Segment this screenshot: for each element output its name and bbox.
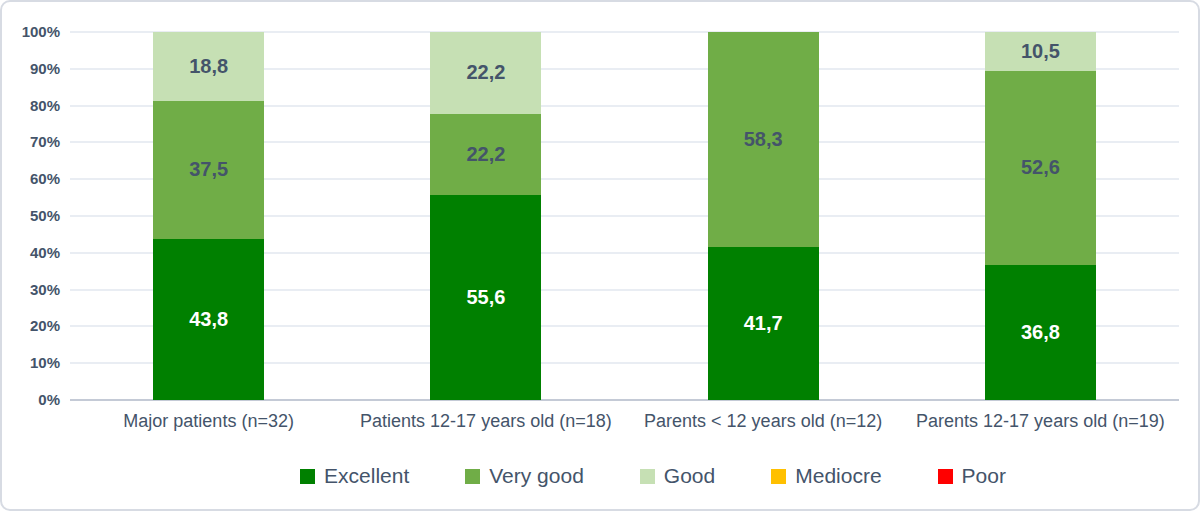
data-label: 41,7 — [744, 312, 783, 335]
y-axis-tick-label: 70% — [2, 132, 60, 152]
bar-segment-excellent[interactable]: 43,8 — [153, 239, 264, 400]
legend: Excellent Very good Good Mediocre Poor — [2, 464, 1198, 488]
data-label: 18,8 — [189, 55, 228, 78]
category-slot: 43,8 37,5 18,8 — [70, 32, 347, 400]
y-axis-tick-label: 50% — [2, 206, 60, 226]
legend-label: Mediocre — [795, 464, 881, 488]
category-label-slot: Patients 12-17 years old (n=18) — [347, 411, 624, 432]
bar-segment-good[interactable]: 22,2 — [430, 32, 541, 114]
bar-segment-very-good[interactable]: 37,5 — [153, 101, 264, 239]
y-axis-tick-label: 20% — [2, 316, 60, 336]
category-label: Parents < 12 years old (n=12) — [644, 411, 882, 432]
legend-label: Poor — [962, 464, 1006, 488]
stacked-bar-parents-12-17-years-old-n-19: 36,8 52,6 10,5 — [985, 32, 1096, 400]
category-label: Parents 12-17 years old (n=19) — [916, 411, 1165, 432]
category-label: Patients 12-17 years old (n=18) — [360, 411, 612, 432]
stacked-bar-parents-12-years-old-n-12: 41,7 58,3 — [708, 32, 819, 400]
legend-item-mediocre[interactable]: Mediocre — [771, 464, 881, 488]
bar-segment-very-good[interactable]: 52,6 — [985, 71, 1096, 265]
data-label: 52,6 — [1021, 156, 1060, 179]
category-slot: 41,7 58,3 — [625, 32, 902, 400]
bar-segment-excellent[interactable]: 36,8 — [985, 265, 1096, 400]
bar-segment-excellent[interactable]: 55,6 — [430, 195, 541, 400]
y-axis-tick-label: 80% — [2, 96, 60, 116]
legend-swatch-icon — [465, 469, 480, 484]
y-axis-tick-label: 100% — [2, 22, 60, 42]
stacked-bar-patients-12-17-years-old-n-18: 55,6 22,2 22,2 — [430, 32, 541, 400]
category-label-slot: Parents < 12 years old (n=12) — [625, 411, 902, 432]
stacked-bar-major-patients-n-32: 43,8 37,5 18,8 — [153, 32, 264, 400]
plot-area: 43,8 37,5 18,8 55,6 22,2 22,2 41,7 58,3 36,8 52,6… — [70, 32, 1179, 400]
category-label: Major patients (n=32) — [123, 411, 294, 432]
bars-container: 43,8 37,5 18,8 55,6 22,2 22,2 41,7 58,3 36,8 52,6… — [70, 32, 1179, 400]
legend-swatch-icon — [300, 469, 315, 484]
y-axis-tick-label: 30% — [2, 280, 60, 300]
y-axis-tick-label: 90% — [2, 59, 60, 79]
y-axis-tick-label: 10% — [2, 353, 60, 373]
bar-segment-very-good[interactable]: 58,3 — [708, 32, 819, 247]
data-label: 55,6 — [466, 286, 505, 309]
bar-segment-very-good[interactable]: 22,2 — [430, 114, 541, 196]
chart-card: 43,8 37,5 18,8 55,6 22,2 22,2 41,7 58,3 36,8 52,6… — [0, 0, 1200, 511]
data-label: 58,3 — [744, 128, 783, 151]
data-label: 43,8 — [189, 308, 228, 331]
legend-item-poor[interactable]: Poor — [938, 464, 1006, 488]
bar-segment-good[interactable]: 18,8 — [153, 32, 264, 101]
legend-label: Good — [664, 464, 715, 488]
legend-item-very-good[interactable]: Very good — [465, 464, 584, 488]
data-label: 36,8 — [1021, 321, 1060, 344]
data-label: 22,2 — [466, 61, 505, 84]
y-axis-tick-label: 0% — [2, 390, 60, 410]
category-label-slot: Parents 12-17 years old (n=19) — [902, 411, 1179, 432]
bar-segment-excellent[interactable]: 41,7 — [708, 247, 819, 400]
category-slot: 55,6 22,2 22,2 — [347, 32, 624, 400]
legend-swatch-icon — [640, 469, 655, 484]
bar-segment-good[interactable]: 10,5 — [985, 32, 1096, 71]
legend-label: Excellent — [324, 464, 409, 488]
category-label-slot: Major patients (n=32) — [70, 411, 347, 432]
y-axis-tick-label: 60% — [2, 169, 60, 189]
data-label: 22,2 — [466, 143, 505, 166]
y-axis-tick-label: 40% — [2, 243, 60, 263]
data-label: 37,5 — [189, 158, 228, 181]
data-label: 10,5 — [1021, 40, 1060, 63]
legend-item-good[interactable]: Good — [640, 464, 715, 488]
legend-swatch-icon — [938, 469, 953, 484]
legend-label: Very good — [489, 464, 584, 488]
category-slot: 36,8 52,6 10,5 — [902, 32, 1179, 400]
x-axis-labels: Major patients (n=32) Patients 12-17 year… — [70, 411, 1179, 432]
legend-swatch-icon — [771, 469, 786, 484]
legend-item-excellent[interactable]: Excellent — [300, 464, 409, 488]
